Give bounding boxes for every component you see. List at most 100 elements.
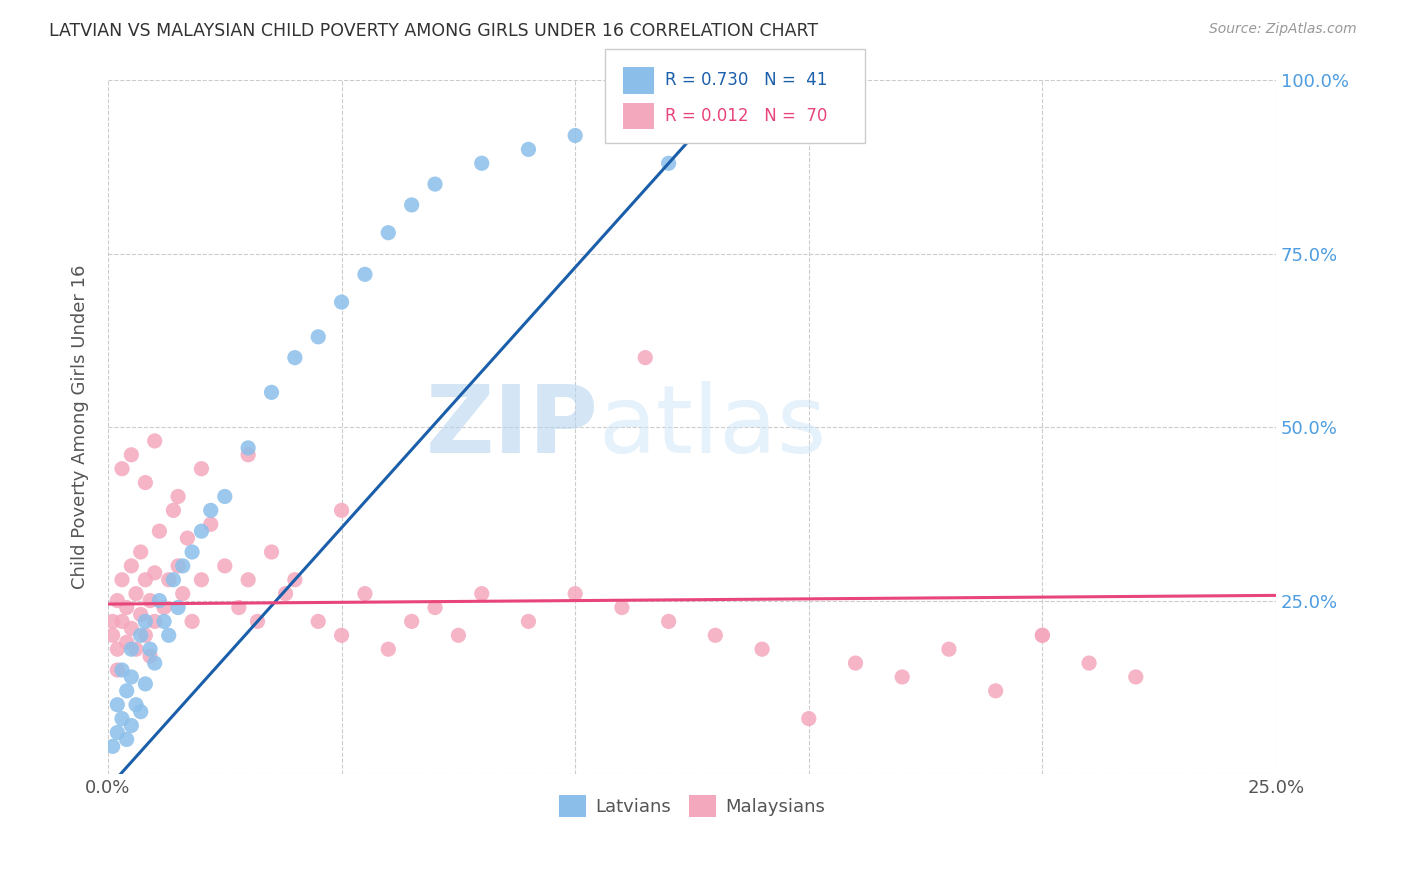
Point [148,593,170,607]
Point [307,330,329,344]
Point [105,698,128,712]
Point [1078,656,1101,670]
Point [471,156,494,170]
Point [284,573,307,587]
Text: R = 0.730   N =  41: R = 0.730 N = 41 [665,71,827,89]
Point [564,128,586,143]
Point [190,573,212,587]
Text: Source: ZipAtlas.com: Source: ZipAtlas.com [1209,22,1357,37]
Point [120,558,142,573]
Point [172,587,194,601]
Point [354,587,377,601]
Point [105,642,128,657]
Point [134,615,156,629]
Legend: Latvians, Malaysians: Latvians, Malaysians [551,788,832,824]
Point [214,490,236,504]
Point [176,531,198,545]
Point [105,593,128,607]
Text: LATVIAN VS MALAYSIAN CHILD POVERTY AMONG GIRLS UNDER 16 CORRELATION CHART: LATVIAN VS MALAYSIAN CHILD POVERTY AMONG… [49,22,818,40]
Point [236,441,259,455]
Point [134,628,156,642]
Point [1031,628,1053,642]
Point [139,649,162,664]
Point [157,573,180,587]
Point [101,628,124,642]
Point [236,448,259,462]
Point [115,732,138,747]
Point [143,434,166,448]
Point [120,621,142,635]
Point [236,573,259,587]
Point [129,628,152,642]
Point [143,566,166,580]
Point [564,587,586,601]
Point [377,642,399,657]
Point [354,268,377,282]
Point [162,573,184,587]
Point [120,670,142,684]
Point [844,656,866,670]
Point [125,587,148,601]
Point [167,490,190,504]
Point [658,615,681,629]
Point [139,593,162,607]
Y-axis label: Child Poverty Among Girls Under 16: Child Poverty Among Girls Under 16 [72,265,89,590]
Point [471,587,494,601]
Point [1125,670,1147,684]
Point [115,600,138,615]
Point [401,198,423,212]
Point [423,177,446,191]
Point [797,712,820,726]
Point [447,628,470,642]
Point [181,615,204,629]
Point [377,226,399,240]
Point [105,663,128,677]
Point [517,142,540,156]
Point [125,642,148,657]
Point [153,600,176,615]
Text: ZIP: ZIP [426,381,599,473]
Point [115,635,138,649]
Point [401,615,423,629]
Point [517,615,540,629]
Point [148,524,170,538]
Point [658,156,681,170]
Point [190,524,212,538]
Point [228,600,250,615]
Point [610,600,633,615]
Point [634,351,657,365]
Point [105,725,128,739]
Point [111,663,134,677]
Point [139,642,162,657]
Point [190,461,212,475]
Point [704,628,727,642]
Point [284,351,307,365]
Point [330,295,353,310]
Point [129,545,152,559]
Point [143,656,166,670]
Point [101,739,124,754]
Point [330,503,353,517]
Point [200,503,222,517]
Point [260,385,283,400]
Point [120,448,142,462]
Point [984,683,1007,698]
Point [143,615,166,629]
Point [115,683,138,698]
Point [129,607,152,622]
Point [751,642,773,657]
Point [153,615,176,629]
Point [125,698,148,712]
Point [134,677,156,691]
Point [274,587,297,601]
Point [167,600,190,615]
Point [111,461,134,475]
Point [260,545,283,559]
Point [423,600,446,615]
Point [111,712,134,726]
Point [162,503,184,517]
Point [134,475,156,490]
Point [214,558,236,573]
Point [938,642,960,657]
Point [167,558,190,573]
